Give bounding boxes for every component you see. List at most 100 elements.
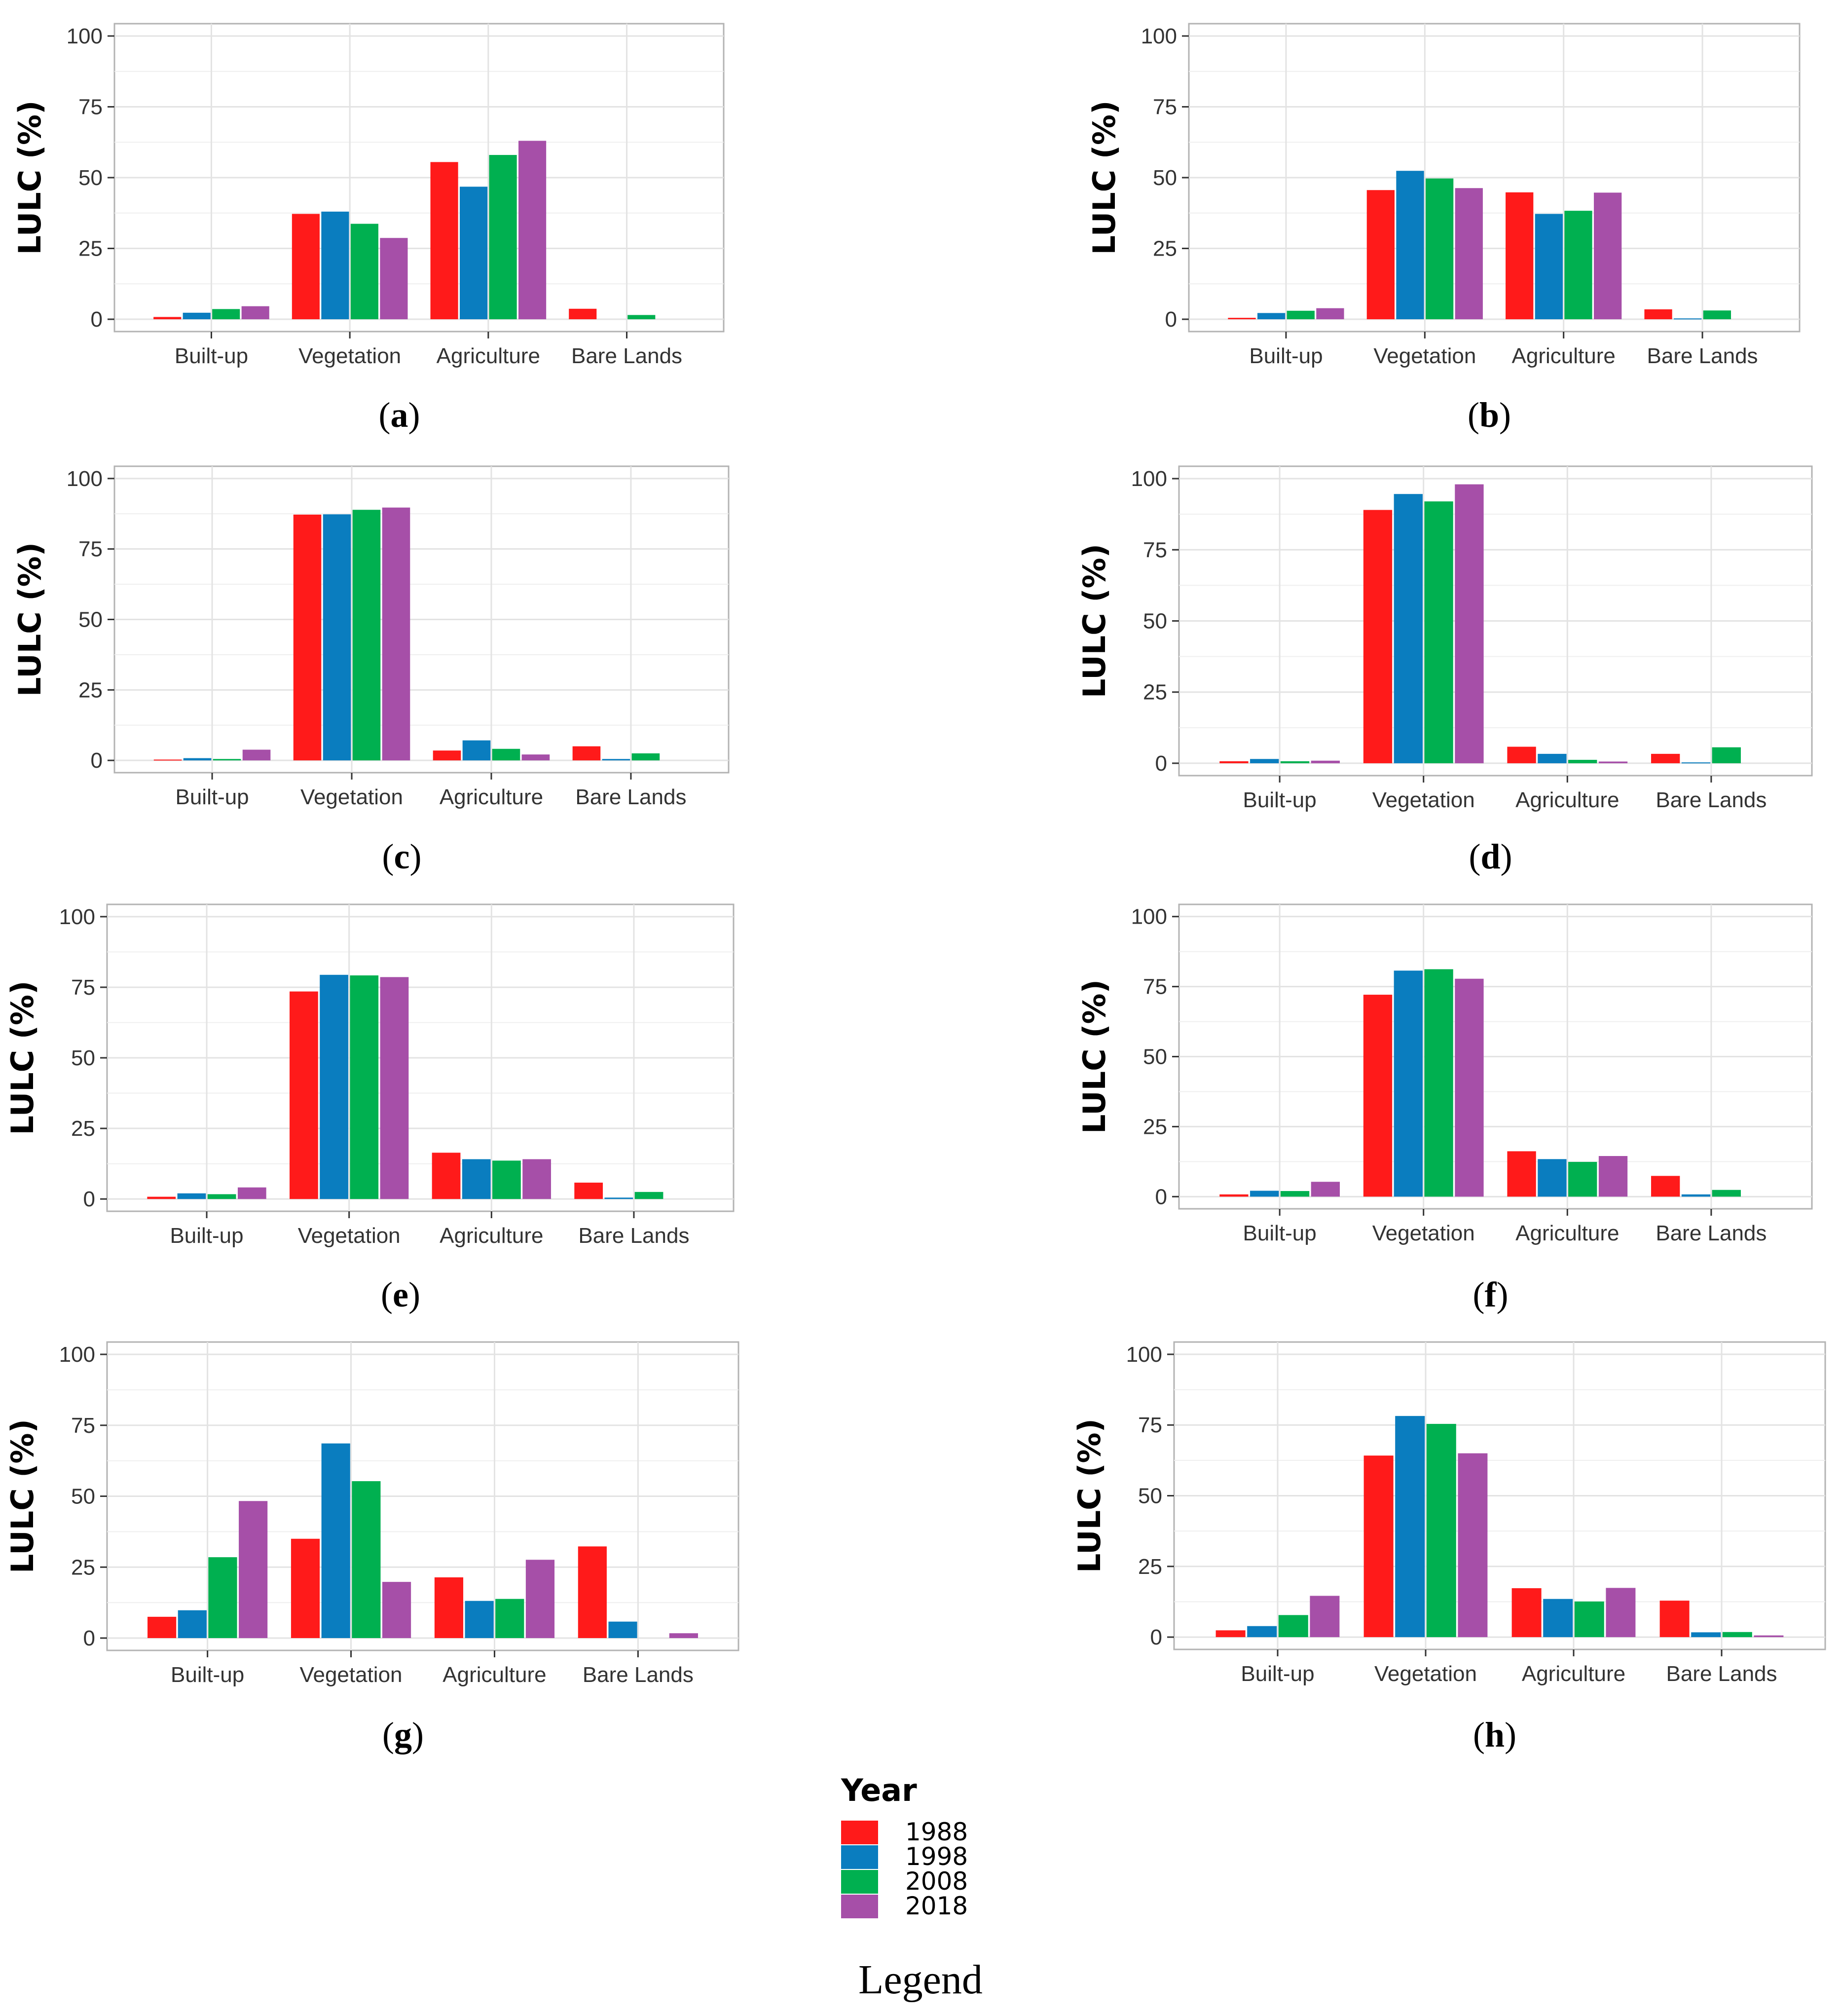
x-tick-label: Built-up [1241,1662,1314,1686]
gridlines [114,466,729,773]
gridlines [1179,466,1812,776]
x-tick-label: Vegetation [1372,788,1475,812]
bar-2008-vegetation [350,975,379,1199]
x-tick-label: Vegetation [1373,344,1476,368]
legend-swatch [841,1870,878,1894]
bar-2018-vegetation [380,238,408,320]
panel-h: 0 25 50 75 100 Built-up Vegetation Agriculture B… [1071,1341,1826,1755]
legend-swatch [841,1821,878,1844]
legend-caption: Legend [858,1957,983,2003]
y-tick-label: 25 [1143,680,1167,705]
panel-caption: (b) [1468,395,1511,435]
bar-2008-agriculture [1568,1161,1597,1197]
gridlines [107,904,734,1211]
gridlines [1174,1342,1825,1649]
bar-2018-vegetation [382,1582,411,1638]
bar-2018-built-up [237,1187,266,1199]
bar-2008-bare-lands [1722,1632,1752,1638]
bar-2018-vegetation [382,507,410,761]
legend-swatch [841,1895,878,1918]
bar-1988-vegetation [292,214,320,320]
bar-1988-bare-lands [1659,1601,1690,1638]
bar-2018-agriculture [1598,1156,1628,1197]
bar-1998-agriculture [1543,1599,1573,1638]
y-tick-label: 25 [78,237,103,261]
x-tick-label: Vegetation [300,785,403,809]
bar-2008-agriculture [492,1160,521,1199]
y-tick-label: 0 [83,1187,95,1211]
bar-1988-bare-lands [572,746,601,761]
bars [1228,171,1731,320]
x-tick-label: Vegetation [298,1224,401,1248]
bar-1998-agriculture [1535,214,1563,320]
bar-1988-agriculture [1507,1151,1536,1197]
bar-1988-built-up [1219,1194,1249,1197]
bar-1998-vegetation [321,1443,350,1638]
bar-2008-vegetation [352,1481,381,1638]
bar-2008-bare-lands [634,1192,663,1199]
y-tick-label: 25 [71,1117,95,1141]
y-tick-label: 75 [71,975,95,1000]
y-tick-label: 0 [91,748,103,773]
y-tick-label: 0 [1155,751,1167,776]
legend-item-2018: 2018 [841,1892,968,1920]
bar-1988-bare-lands [1651,753,1680,763]
bar-1988-built-up [147,1616,177,1638]
y-tick-label: 100 [59,905,95,929]
bar-1988-vegetation [290,991,318,1199]
bar-1998-agriculture [1538,753,1567,763]
x-tick-label: Built-up [171,1663,244,1687]
bar-2008-agriculture [1574,1601,1604,1638]
panel-caption: (c) [382,837,422,876]
bar-2008-built-up [212,309,240,320]
panel-caption: (g) [382,1715,424,1755]
y-tick-label: 50 [71,1046,95,1070]
bar-2008-vegetation [1426,1423,1456,1638]
bar-2018-vegetation [1455,188,1483,320]
bars [1219,969,1741,1197]
panel-g: 0 25 50 75 100 Built-up Vegetation Agriculture B… [4,1341,739,1755]
y-tick-label: 0 [1150,1625,1162,1649]
panel-caption: (f) [1473,1275,1509,1314]
y-tick-label: 50 [1143,609,1167,634]
bar-1998-built-up [1247,1626,1277,1638]
x-tick-label: Built-up [170,1224,243,1248]
y-axis-label: LULC (%) [1086,100,1122,255]
bar-1988-vegetation [1363,510,1393,763]
y-tick-label: 50 [71,1485,95,1509]
bars [1215,1416,1784,1638]
bar-2008-agriculture [495,1599,524,1638]
panel-c: 0 25 50 75 100 Built-up Vegetation Agriculture B… [12,465,730,876]
bar-1988-built-up [147,1196,176,1199]
x-tick-label: Built-up [1243,788,1317,812]
y-tick-label: 50 [78,608,103,632]
legend-label: 2008 [905,1867,968,1896]
bar-2018-built-up [1311,1182,1340,1197]
bar-1998-agriculture [465,1601,494,1638]
y-tick-label: 75 [78,537,103,561]
bar-2008-bare-lands [1703,310,1731,320]
y-tick-label: 100 [1131,905,1167,929]
bar-2018-built-up [239,1501,268,1638]
x-tick-label: Bare Lands [1647,344,1758,368]
x-tick-label: Vegetation [298,344,401,368]
bars [153,507,660,761]
bars [153,141,656,320]
y-tick-label: 25 [71,1555,95,1579]
x-tick-label: Agriculture [437,344,540,368]
y-tick-label: 0 [91,307,103,332]
bar-1998-agriculture [1538,1159,1567,1197]
bar-2018-bare-lands [669,1633,698,1638]
legend-label: 2018 [905,1892,968,1920]
y-axis-label: LULC (%) [1071,1419,1107,1573]
bar-1998-agriculture [462,740,491,761]
y-axis-label: LULC (%) [1076,979,1112,1134]
bar-1998-vegetation [1394,494,1423,763]
bar-1998-built-up [178,1610,207,1638]
x-tick-label: Bare Lands [1656,1221,1767,1245]
bar-1988-built-up [153,759,182,761]
y-tick-label: 50 [1153,166,1177,190]
y-tick-label: 25 [1153,237,1177,261]
panel-caption: (d) [1469,837,1512,876]
